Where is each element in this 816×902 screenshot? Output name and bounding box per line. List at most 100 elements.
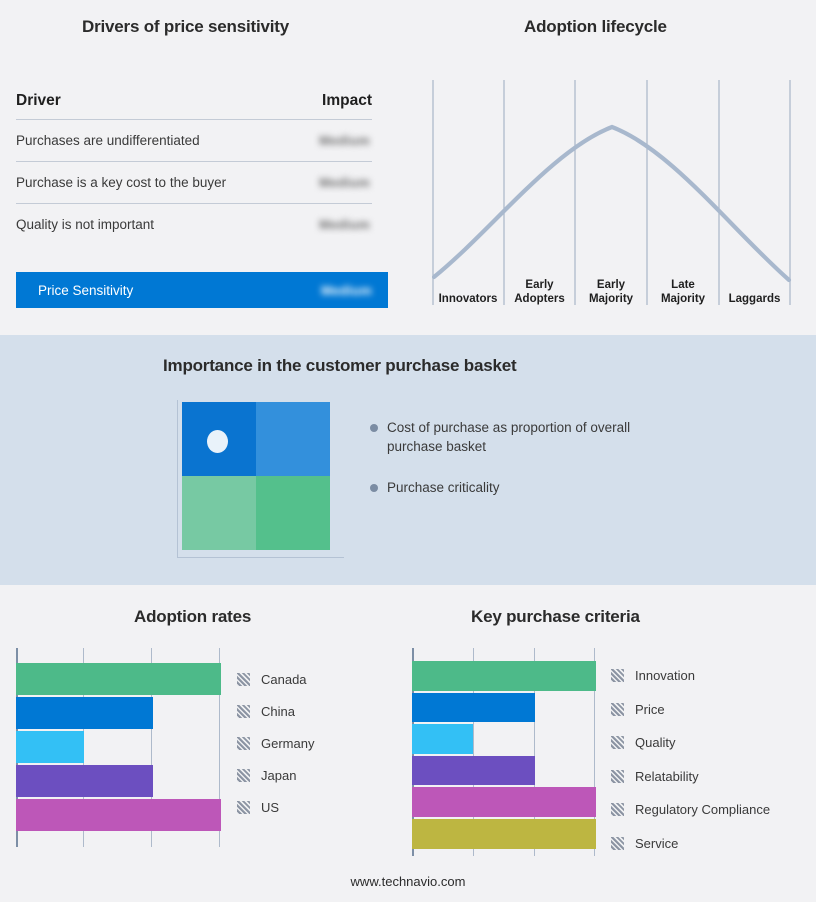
drivers-table: Driver Impact Purchases are undifferenti… <box>16 92 372 245</box>
matrix-quadrant-bottom-right <box>256 476 330 550</box>
legend-item: Service <box>611 827 770 861</box>
legend-item: Cost of purchase as proportion of overal… <box>370 418 650 456</box>
gridline <box>534 648 535 856</box>
adoption-rates-bars <box>16 662 221 832</box>
table-header-row: Driver Impact <box>16 92 372 120</box>
column-header-impact: Impact <box>322 92 372 109</box>
impact-value: Medium <box>319 133 370 148</box>
gridline <box>594 648 595 856</box>
gridline <box>151 648 152 847</box>
lifecycle-gridlines <box>432 80 791 305</box>
legend-item: Japan <box>237 759 314 791</box>
legend-swatch-icon <box>611 736 624 750</box>
key-purchase-criteria-title: Key purchase criteria <box>471 607 640 626</box>
legend-label: Quality <box>635 735 676 751</box>
legend-item: Canada <box>237 663 314 695</box>
price-sensitivity-label: Price Sensitivity <box>38 282 134 298</box>
matrix-quadrant-top-right <box>256 402 330 476</box>
bar-slot <box>412 755 596 787</box>
bar-japan <box>16 765 153 797</box>
bar-regulatory-compliance <box>412 787 596 817</box>
adoption-rates-panel: Adoption rates <box>0 585 410 902</box>
adoption-rates-legend: Canada China Germany Japan US <box>237 663 314 823</box>
legend-label: Canada <box>261 671 307 687</box>
segment-label-innovators: Innovators <box>438 292 498 305</box>
purchase-basket-matrix <box>182 402 330 550</box>
legend-label: Innovation <box>635 668 695 684</box>
impact-value: Medium <box>319 175 370 190</box>
matrix-quadrant-top-left <box>182 402 256 476</box>
bar-relatability <box>412 755 535 786</box>
legend-item: Price <box>611 693 770 727</box>
legend-item: Quality <box>611 726 770 760</box>
legend-item: Relatability <box>611 760 770 794</box>
gridline <box>219 648 220 847</box>
adoption-lifecycle-chart: Innovators Early Adopters Early Majority L… <box>432 80 792 312</box>
bar-slot <box>412 818 596 850</box>
bar-china <box>16 697 153 729</box>
key-purchase-criteria-plot <box>412 648 596 856</box>
segment-label-laggards: Laggards <box>728 292 781 305</box>
bar-quality <box>412 724 474 754</box>
bar-canada <box>16 663 221 695</box>
segment-label-late-majority: Late Majority <box>660 279 706 305</box>
legend-item: US <box>237 791 314 823</box>
legend-item-label: Purchase criticality <box>387 480 500 495</box>
legend-item: China <box>237 695 314 727</box>
legend-label: Japan <box>261 767 297 783</box>
bar-slot <box>16 764 221 798</box>
legend-label: Relatability <box>635 768 699 784</box>
column-header-driver: Driver <box>16 92 61 109</box>
key-purchase-criteria-legend: Innovation Price Quality Relatability Re… <box>611 659 770 860</box>
adoption-lifecycle-panel: Adoption lifecycle Innovators Early Adopt… <box>410 0 816 335</box>
purchase-basket-legend: Cost of purchase as proportion of overal… <box>370 418 650 519</box>
bar-slot <box>412 723 596 755</box>
bar-price <box>412 692 535 723</box>
driver-label: Purchase is a key cost to the buyer <box>16 175 227 190</box>
legend-swatch-icon <box>237 704 250 718</box>
legend-swatch-icon <box>611 769 624 783</box>
legend-item: Regulatory Compliance <box>611 793 770 827</box>
segment-label-early-adopters: Early Adopters <box>514 279 565 305</box>
adoption-rates-title: Adoption rates <box>134 607 252 626</box>
key-purchase-criteria-panel: Key purchase criteria <box>406 585 816 902</box>
legend-swatch-icon <box>237 672 250 686</box>
legend-label: US <box>261 799 280 815</box>
bar-slot <box>16 696 221 730</box>
legend-item-label: Cost of purchase as proportion of overal… <box>387 420 631 454</box>
price-sensitivity-impact: Medium <box>321 282 372 298</box>
legend-swatch-icon <box>611 836 624 850</box>
legend-swatch-icon <box>611 803 624 817</box>
matrix-axis-horizontal <box>177 557 344 558</box>
legend-label: Service <box>635 835 679 851</box>
table-row: Purchases are undifferentiated Medium <box>16 120 372 162</box>
footer-url: www.technavio.com <box>350 874 466 889</box>
legend-label: Germany <box>261 735 315 751</box>
adoption-rates-plot <box>16 648 221 847</box>
legend-swatch-icon <box>237 736 250 750</box>
driver-label: Purchases are undifferentiated <box>16 133 200 148</box>
purchase-basket-title: Importance in the customer purchase bask… <box>163 356 517 375</box>
legend-swatch-icon <box>611 669 624 683</box>
legend-swatch-icon <box>611 702 624 716</box>
bar-us <box>16 799 221 831</box>
legend-label: Price <box>635 701 665 717</box>
matrix-position-marker <box>207 430 228 453</box>
drivers-title: Drivers of price sensitivity <box>82 17 289 36</box>
price-sensitivity-highlight-row: Price Sensitivity Medium <box>16 272 388 308</box>
legend-item: Innovation <box>611 659 770 693</box>
legend-swatch-icon <box>237 800 250 814</box>
lifecycle-bell-curve <box>432 124 792 283</box>
table-row: Quality is not important Medium <box>16 204 372 245</box>
bar-germany <box>16 731 85 763</box>
driver-label: Quality is not important <box>16 217 155 232</box>
legend-label: China <box>261 703 295 719</box>
matrix-quadrant-bottom-left <box>182 476 256 550</box>
bar-slot <box>412 786 596 818</box>
bar-slot <box>412 660 596 692</box>
lifecycle-curve-svg <box>432 80 792 305</box>
bullet-dot-icon <box>370 424 378 432</box>
bar-slot <box>16 662 221 696</box>
table-row: Purchase is a key cost to the buyer Medi… <box>16 162 372 204</box>
